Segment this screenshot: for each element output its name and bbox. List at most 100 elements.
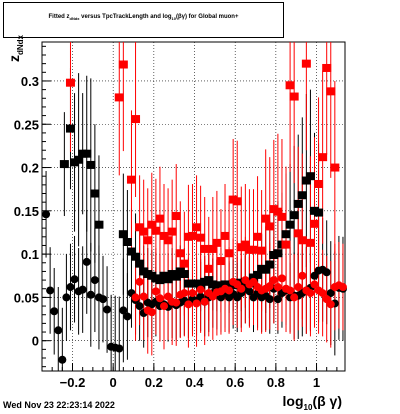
xlabel-sub: 10 — [303, 403, 313, 412]
circle-marker — [310, 280, 319, 289]
circle-marker — [196, 285, 205, 294]
square-marker — [289, 92, 299, 101]
square-marker — [135, 223, 145, 232]
circle-marker — [184, 300, 193, 309]
title-sub2: 10 — [171, 16, 176, 22]
circle-marker — [237, 284, 246, 293]
square-marker — [281, 230, 291, 239]
circle-marker — [322, 268, 331, 277]
x-tick-label: 0 — [110, 375, 117, 390]
circle-marker — [273, 295, 282, 304]
square-marker — [297, 191, 307, 200]
square-marker — [135, 259, 145, 268]
square-marker — [301, 59, 311, 68]
square-marker — [285, 220, 295, 229]
circle-marker — [180, 289, 189, 298]
square-marker — [118, 60, 128, 69]
circle-marker — [135, 277, 144, 286]
circle-marker — [269, 276, 278, 285]
data-markers — [42, 59, 347, 364]
title-box: Fitted zdNdx versus TpcTrackLength and l… — [3, 2, 284, 38]
square-marker — [151, 226, 161, 235]
square-marker — [155, 214, 165, 223]
square-marker — [289, 211, 299, 220]
square-marker — [273, 249, 283, 258]
circle-marker — [200, 297, 209, 306]
circle-marker — [318, 289, 327, 298]
y-tick-label: 0.3 — [21, 74, 39, 89]
square-marker — [212, 238, 222, 247]
circle-marker — [265, 282, 274, 291]
circle-marker — [326, 300, 335, 309]
y-tick-label: 0.1 — [21, 247, 39, 262]
square-marker — [281, 240, 291, 249]
square-marker — [224, 249, 234, 258]
y-tick-label: 0.25 — [14, 117, 39, 132]
axis-ticks: −0.2 0 0.2 0.4 0.6 0.8 1 0 0.05 0.1 0.15 0.2 0.25 0.3 — [14, 45, 338, 390]
square-marker — [163, 236, 173, 245]
square-marker — [265, 260, 275, 269]
square-marker — [261, 265, 271, 274]
circle-marker — [131, 293, 140, 302]
circle-marker — [135, 302, 144, 311]
x-tick-label: 1 — [313, 375, 320, 390]
xlabel-main: log — [282, 393, 304, 410]
square-marker — [314, 208, 324, 217]
circle-marker — [115, 344, 124, 353]
square-marker — [86, 160, 96, 169]
square-marker — [143, 236, 153, 245]
square-marker — [232, 197, 242, 206]
square-marker — [175, 249, 185, 258]
circle-marker — [103, 305, 112, 314]
square-marker — [139, 227, 149, 236]
square-marker — [326, 87, 336, 96]
square-marker — [192, 223, 202, 232]
xlabel-tail: (β γ) — [312, 393, 342, 410]
square-marker — [305, 172, 315, 181]
square-marker — [155, 276, 165, 285]
square-marker — [126, 247, 136, 256]
square-marker — [277, 212, 287, 221]
square-marker — [179, 259, 189, 268]
square-marker — [90, 189, 100, 198]
square-marker — [171, 272, 181, 281]
square-marker — [204, 264, 214, 273]
square-marker — [167, 227, 177, 236]
square-marker — [118, 230, 128, 239]
plot-frame — [41, 41, 346, 372]
circle-marker — [277, 274, 286, 283]
square-marker — [253, 270, 263, 279]
circle-marker — [90, 276, 99, 285]
square-marker — [248, 245, 258, 254]
circle-marker — [151, 287, 160, 296]
circle-marker — [225, 286, 234, 295]
x-tick-label: 0.8 — [267, 375, 285, 390]
circle-marker — [294, 283, 303, 292]
x-tick-label: 0.6 — [226, 375, 244, 390]
circle-marker — [54, 326, 63, 335]
title-mid: versus TpcTrackLength and log — [79, 14, 172, 20]
circle-marker — [155, 294, 164, 303]
square-marker — [305, 238, 315, 247]
square-marker — [94, 220, 104, 229]
x-axis-label: log10(β γ) — [283, 393, 342, 412]
square-marker — [293, 229, 303, 238]
square-marker — [159, 231, 169, 240]
square-marker — [114, 93, 124, 102]
circle-marker — [286, 286, 295, 295]
square-marker — [314, 179, 324, 188]
ylabel-main: z — [6, 55, 22, 62]
y-tick-label: 0.05 — [14, 290, 39, 305]
circle-marker — [78, 285, 87, 294]
circle-marker — [42, 210, 51, 219]
square-marker — [187, 231, 197, 240]
square-marker — [59, 160, 69, 169]
square-marker — [220, 231, 230, 240]
title-sub1: dNdx — [69, 16, 80, 22]
square-marker — [309, 219, 319, 228]
square-marker — [261, 214, 271, 223]
square-marker — [65, 124, 75, 133]
circle-marker — [50, 307, 59, 316]
square-marker — [131, 252, 141, 261]
